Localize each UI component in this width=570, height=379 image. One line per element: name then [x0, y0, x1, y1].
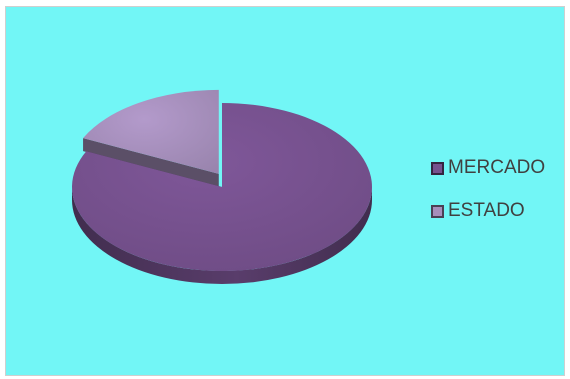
legend-swatch-mercado [431, 161, 444, 175]
pie-chart [71, 89, 373, 284]
legend-label-estado: ESTADO [448, 200, 525, 221]
legend-item-mercado: MERCADO [431, 157, 545, 179]
pie-slice-estado-top [83, 89, 219, 174]
pie-slice-mercado [71, 103, 373, 284]
legend-label-mercado: MERCADO [448, 157, 546, 178]
chart-area: MERCADO ESTADO [5, 6, 565, 376]
legend-swatch-estado [431, 204, 444, 218]
pie-slice-estado [83, 89, 219, 187]
pie-slice-estado-edge-start [83, 138, 219, 187]
legend-item-estado: ESTADO [431, 200, 545, 222]
chart-legend: MERCADO ESTADO [431, 157, 545, 243]
pie-slice-mercado-rim [72, 187, 372, 284]
pie-slice-mercado-top [71, 103, 373, 272]
